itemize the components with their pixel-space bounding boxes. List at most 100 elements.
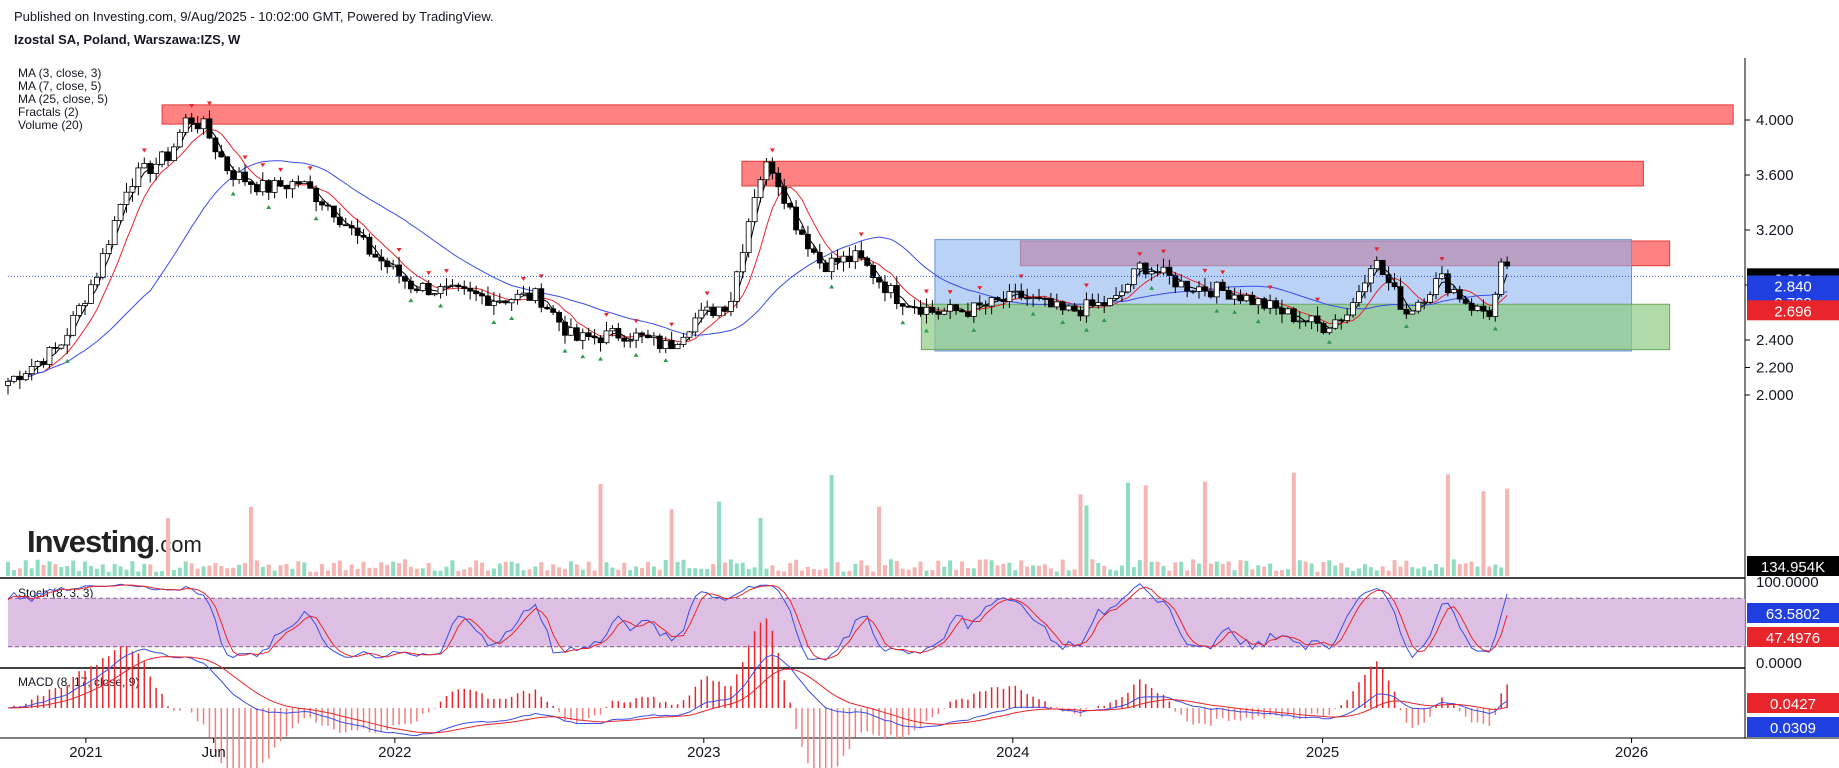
volume-bar bbox=[776, 570, 781, 576]
volume-bar bbox=[272, 570, 277, 576]
candle-body bbox=[1125, 284, 1131, 293]
candle-body bbox=[1089, 299, 1096, 306]
fractal-up-marker bbox=[769, 148, 775, 153]
macd-badge-0-bg bbox=[1747, 693, 1839, 713]
fractal-down-marker bbox=[562, 348, 568, 353]
price-tick-label: 3.600 bbox=[1756, 167, 1794, 184]
volume-bar bbox=[1404, 560, 1409, 576]
candle-body bbox=[1273, 300, 1279, 309]
candle-body bbox=[1267, 300, 1274, 309]
volume-bar bbox=[509, 561, 514, 576]
candle-body bbox=[1373, 259, 1380, 270]
volume-bar bbox=[100, 564, 105, 576]
volume-bar bbox=[1090, 559, 1095, 576]
candle-body bbox=[242, 171, 248, 183]
volume-bar bbox=[403, 559, 408, 576]
volume-bar bbox=[1362, 563, 1367, 576]
candle-body bbox=[781, 186, 788, 204]
candle-body bbox=[603, 330, 610, 344]
volume-bar bbox=[817, 570, 822, 576]
volume-bar bbox=[195, 568, 200, 576]
fractal-down-marker bbox=[438, 303, 444, 308]
volume-badge-bg bbox=[1747, 556, 1839, 576]
volume-bar bbox=[491, 568, 496, 576]
candle-body bbox=[224, 156, 231, 172]
volume-bar bbox=[1119, 565, 1124, 576]
legend-volume[interactable]: Volume (20) bbox=[18, 118, 83, 132]
candle-body bbox=[307, 181, 314, 189]
candle-body bbox=[1415, 301, 1422, 312]
volume-bar bbox=[788, 563, 793, 576]
candle-body bbox=[1279, 307, 1285, 315]
volume-bar bbox=[408, 567, 413, 576]
volume-bar bbox=[628, 570, 633, 576]
volume-bar bbox=[912, 567, 917, 576]
volume-bar bbox=[1274, 570, 1279, 576]
fractal-up-marker bbox=[704, 291, 710, 296]
candle-body bbox=[645, 334, 651, 339]
fractal-up-marker bbox=[633, 319, 639, 324]
volume-bar bbox=[426, 563, 431, 576]
legend-ma3[interactable]: MA (3, close, 3) bbox=[18, 66, 102, 80]
candles-layer bbox=[5, 110, 1511, 395]
candle-body bbox=[1012, 290, 1019, 293]
time-tick-label: 2025 bbox=[1306, 744, 1339, 761]
volume-bar bbox=[1001, 563, 1006, 576]
volume-bar bbox=[1238, 560, 1243, 576]
candle-body bbox=[443, 285, 450, 288]
volume-bar bbox=[971, 568, 976, 576]
candle-body bbox=[763, 161, 770, 181]
candle-body bbox=[947, 304, 954, 312]
candle-body bbox=[313, 187, 320, 203]
candle-body bbox=[455, 284, 462, 288]
volume-bar bbox=[83, 561, 88, 576]
candle-body bbox=[325, 204, 331, 207]
candle-body bbox=[485, 295, 491, 306]
volume-bar bbox=[1345, 567, 1350, 576]
volume-bar bbox=[183, 561, 188, 576]
candle-body bbox=[1107, 298, 1114, 307]
volume-bar bbox=[320, 564, 325, 576]
legend-fractals[interactable]: Fractals (2) bbox=[18, 105, 79, 119]
volume-bar bbox=[1185, 570, 1190, 576]
volume-bar bbox=[1232, 570, 1237, 576]
volume-bar bbox=[160, 571, 165, 576]
volume-bar bbox=[1167, 570, 1172, 576]
volume-bar bbox=[800, 570, 805, 576]
volume-bar bbox=[1487, 566, 1492, 576]
candle-body bbox=[1178, 280, 1185, 288]
volume-bar bbox=[41, 564, 46, 576]
volume-bar bbox=[1451, 559, 1456, 576]
fractal-down-marker bbox=[509, 315, 515, 320]
candle-body bbox=[597, 337, 604, 344]
price-tick-label: 2.000 bbox=[1756, 387, 1794, 404]
volume-bar bbox=[794, 559, 799, 576]
volume-bar bbox=[391, 561, 396, 576]
legend-ma25[interactable]: MA (25, close, 5) bbox=[18, 92, 109, 106]
legend-ma7[interactable]: MA (7, close, 5) bbox=[18, 79, 102, 93]
candle-body bbox=[1219, 281, 1226, 291]
volume-bar bbox=[355, 568, 360, 576]
candle-body bbox=[805, 233, 811, 250]
volume-bar bbox=[1025, 566, 1030, 576]
candle-body bbox=[496, 300, 503, 303]
fractal-up-marker bbox=[278, 167, 284, 172]
macd-badge-0: 0.0427 bbox=[1770, 696, 1816, 713]
volume-bar bbox=[1155, 561, 1160, 576]
volume-bar bbox=[23, 560, 28, 576]
volume-bar bbox=[1197, 563, 1202, 576]
price-badge-3-bg bbox=[1747, 300, 1839, 321]
volume-bar bbox=[237, 564, 242, 576]
candle-body bbox=[733, 271, 740, 302]
volume-bar bbox=[1125, 482, 1130, 576]
candle-body bbox=[88, 284, 94, 304]
volume-bar bbox=[1131, 567, 1136, 576]
candle-body bbox=[16, 375, 23, 381]
candle-body bbox=[1308, 315, 1315, 323]
volume-bar bbox=[557, 567, 562, 576]
volume-bar bbox=[687, 568, 692, 576]
symbol-title: Izostal SA, Poland, Warszawa:IZS, W bbox=[14, 32, 241, 47]
fractal-down-marker bbox=[408, 298, 414, 303]
candle-body bbox=[994, 297, 1001, 301]
